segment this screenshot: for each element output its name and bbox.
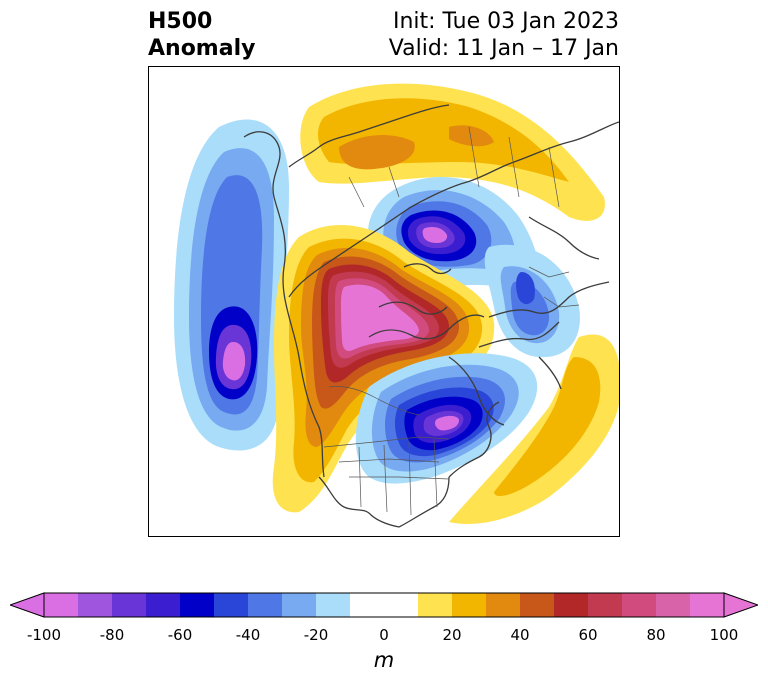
colorbar-tick-label: -40: [235, 626, 261, 644]
colorbar-tick-label: 80: [646, 626, 666, 644]
colorbar-outline: [43, 592, 725, 618]
map-title: H500 Anomaly: [148, 8, 255, 62]
colorbar-tick-label: 100: [709, 626, 739, 644]
colorbar-tick-label: -100: [26, 626, 62, 644]
colorbar-unit: m: [373, 648, 395, 672]
colorbar-segment: [588, 593, 623, 617]
colorbar-tick-label: -60: [167, 626, 193, 644]
colorbar-segment: [248, 593, 283, 617]
colorbar-tick-labels: -100 -80 -60 -40 -20 0 20 40 60 80 100: [0, 626, 768, 646]
colorbar-segment: [180, 593, 215, 617]
coastlines: [243, 104, 619, 528]
positive-anomaly-over-northern-asia: [300, 83, 605, 221]
colorbar-segment: [316, 593, 351, 617]
positive-anomaly-over-north-atlantic: [449, 334, 619, 524]
colorbar-segment: [146, 593, 181, 617]
colorbar-segments: [44, 593, 725, 617]
colorbar-tick-label: -20: [303, 626, 329, 644]
colorbar-extend-max: [723, 592, 758, 618]
colorbar-segment: [282, 593, 317, 617]
colorbar-segment: [622, 593, 657, 617]
colorbar-segment: [214, 593, 249, 617]
colorbar-segment: [44, 593, 79, 617]
colorbar-segment: [418, 593, 453, 617]
colorbar-tick-label: 60: [578, 626, 598, 644]
colorbar-segment: [690, 593, 725, 617]
colorbar-tick-label: -80: [99, 626, 125, 644]
colorbar-segment: [112, 593, 147, 617]
anomaly-map-svg: [149, 67, 619, 536]
variable-title: H500: [148, 9, 213, 34]
init-date: Init: Tue 03 Jan 2023: [392, 9, 619, 34]
anomaly-map: [148, 66, 620, 537]
colorbar-tick-label: 0: [379, 626, 389, 644]
colorbar-segment: [452, 593, 487, 617]
borders: [323, 126, 580, 516]
colorbar-segment: [656, 593, 691, 617]
colorbar-segment: [78, 593, 113, 617]
colorbar-extend-min: [10, 592, 45, 618]
negative-anomaly-over-north-pacific: [174, 119, 289, 451]
variable-subtitle: Anomaly: [148, 36, 256, 61]
colorbar-segment: [350, 593, 385, 617]
colorbar-tick-label: 20: [442, 626, 462, 644]
negative-anomaly-over-europe: [484, 244, 580, 358]
colorbar-segment: [554, 593, 589, 617]
forecast-dates: Init: Tue 03 Jan 2023 Valid: 11 Jan – 17…: [389, 8, 619, 62]
colorbar-segment: [486, 593, 521, 617]
colorbar-segment: [520, 593, 555, 617]
colorbar-segment: [384, 593, 419, 617]
colorbar-tick-label: 40: [510, 626, 530, 644]
valid-range: Valid: 11 Jan – 17 Jan: [388, 36, 619, 61]
colorbar: [10, 592, 758, 618]
negative-anomaly-over-eastern-canada: [355, 353, 538, 484]
positive-anomaly-over-alaska-and-western-canada: [272, 225, 495, 513]
